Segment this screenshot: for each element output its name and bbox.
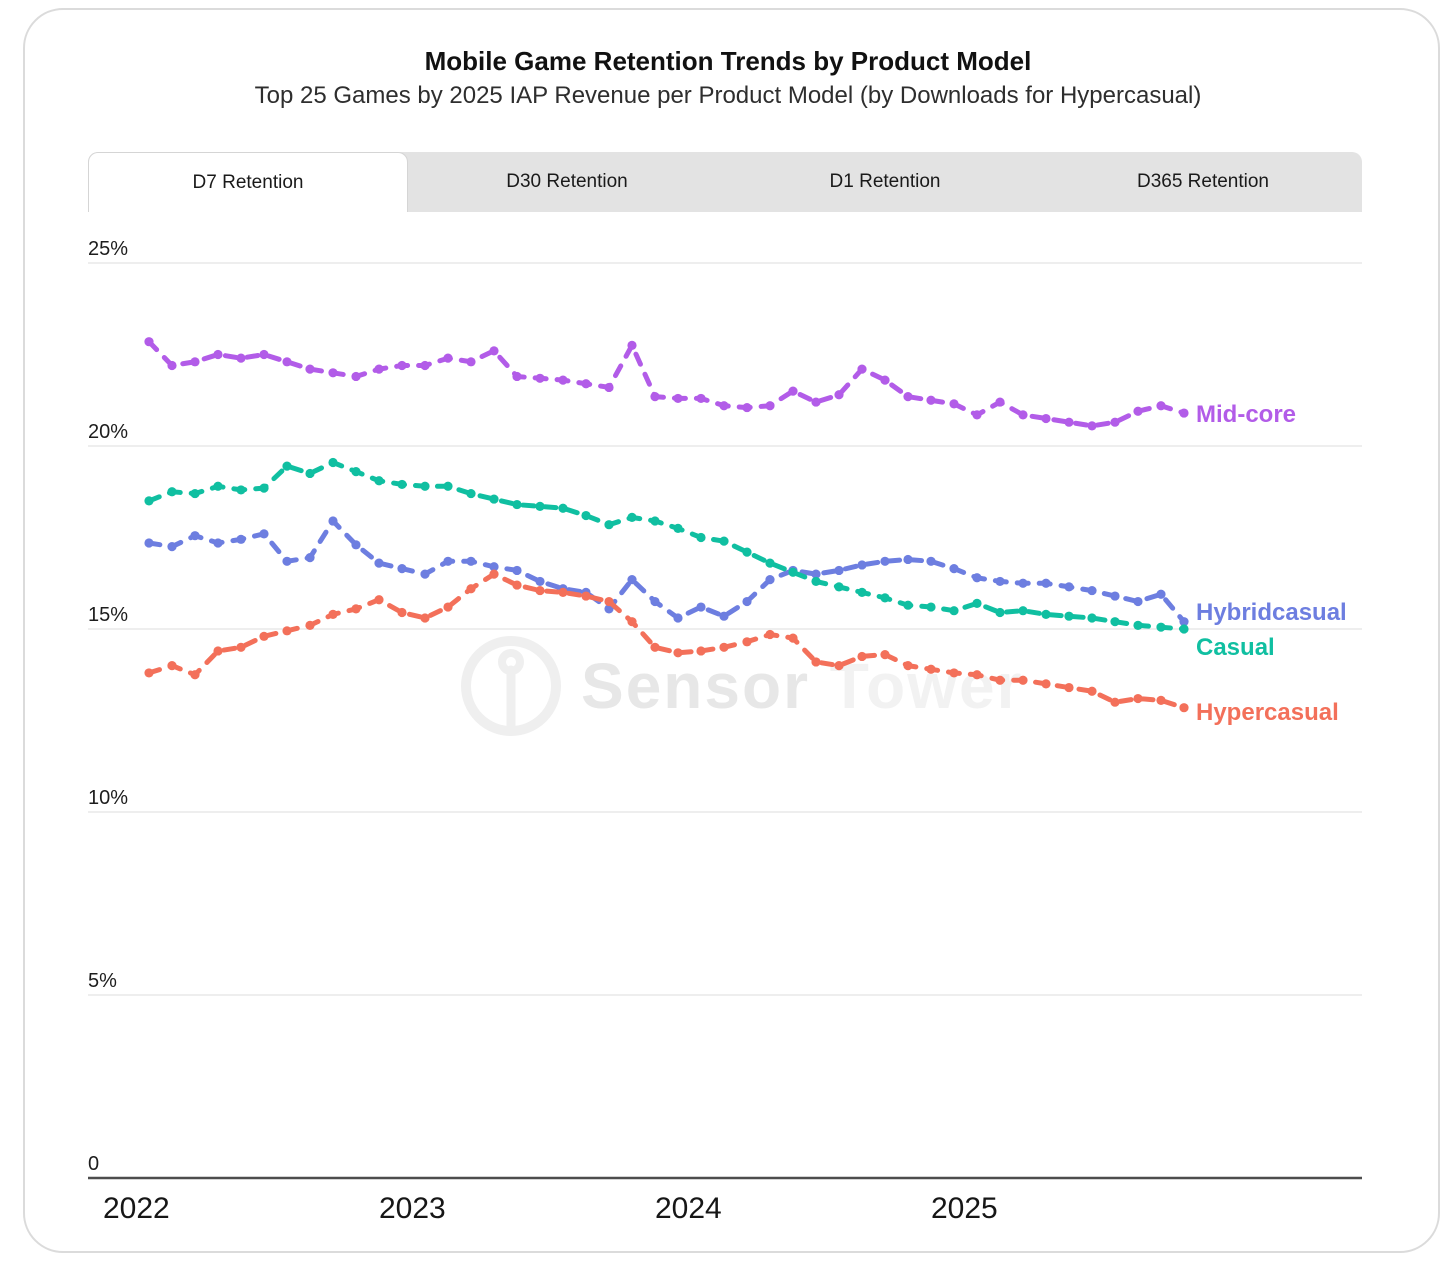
tab-d7-retention[interactable]: D7 Retention bbox=[88, 152, 408, 212]
legend-casual: Casual bbox=[1196, 634, 1275, 661]
chart-title: Mobile Game Retention Trends by Product … bbox=[424, 46, 1032, 76]
tab-d365-retention[interactable]: D365 Retention bbox=[1044, 152, 1362, 212]
tab-label: D30 Retention bbox=[506, 171, 628, 192]
tab-label: D1 Retention bbox=[829, 171, 941, 192]
tab-label: D7 Retention bbox=[192, 171, 304, 193]
tab-label: D365 Retention bbox=[1136, 171, 1270, 192]
legend-hypercasual: Hypercasual bbox=[1196, 698, 1339, 726]
tab-d30-retention[interactable]: D30 Retention bbox=[408, 152, 726, 212]
legend-mid-core: Mid-core bbox=[1196, 401, 1297, 429]
legend-hybridcasual: Hybridcasual bbox=[1196, 598, 1347, 626]
retention-tab-bar: D7 Retention D30 Retention D1 Retention … bbox=[88, 152, 1362, 212]
chart-subtitle: Top 25 Games by 2025 IAP Revenue per Pro… bbox=[254, 82, 1202, 109]
tab-d1-retention[interactable]: D1 Retention bbox=[726, 152, 1044, 212]
